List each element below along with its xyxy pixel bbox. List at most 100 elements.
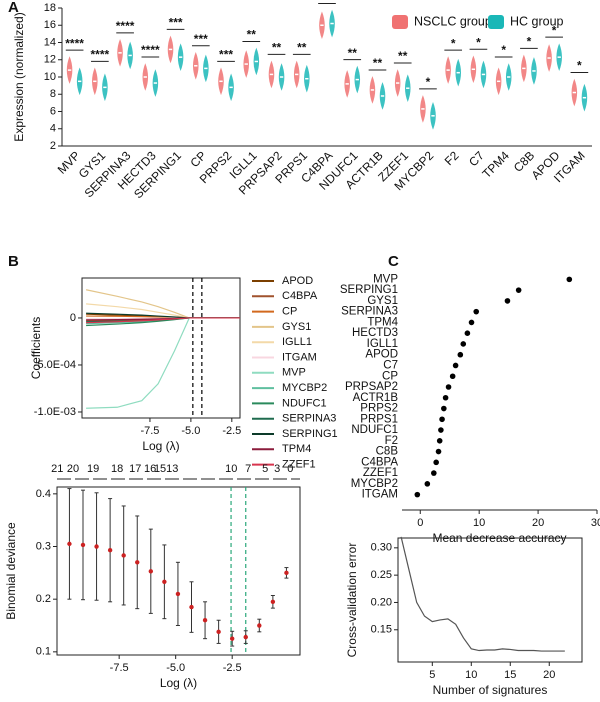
point [515,287,522,293]
significance-label: * [577,59,582,73]
y-tick-label: F2 [385,435,398,447]
plot-frame [397,537,583,663]
top-axis-label: 17 [129,463,141,475]
y-tick-label: 0.25 [371,569,392,581]
point [431,470,437,476]
y-axis-title: Binomial deviance [4,522,18,620]
y-tick-label: CP [382,370,398,382]
point [257,623,262,628]
significance-label: *** [219,47,233,61]
plot-frame [56,486,301,656]
series-line [86,317,240,409]
y-tick-label: MYCBP2 [351,478,398,490]
legend-label: NDUFC1 [282,397,327,409]
x-tick-label: -2.5 [223,662,242,674]
legend-label: ZZEF1 [282,459,316,471]
top-axis-label: 16 [144,463,156,475]
y-tick-label: PRPSAP2 [345,381,398,393]
point [80,542,86,548]
legend-label: NSCLC group [414,14,492,28]
significance-label: ** [348,46,358,60]
x-tick-label: F2 [442,148,462,168]
y-tick-label: -5.0E-04 [34,359,76,371]
point [121,553,126,558]
y-tick-label: 0.15 [371,624,392,636]
significance-label: * [552,23,557,37]
point [468,319,475,326]
x-tick-label: 5 [429,669,435,681]
y-tick-label: 16 [44,19,56,31]
y-tick-label: C8B [376,446,399,458]
x-tick-label: -7.5 [140,425,159,437]
point [148,569,154,574]
top-axis-label: 7 [245,463,251,475]
panel-label: A [8,0,19,16]
legend-label: MVP [282,367,306,379]
significance-label: * [501,43,506,57]
series-line [86,317,240,324]
y-tick-label: GYS1 [367,295,398,307]
point [270,599,276,605]
top-axis-label: 20 [67,463,79,475]
top-axis-label: 5 [262,463,268,475]
y-tick-label: NDUFC1 [351,424,398,436]
legend-label: ITGAM [282,351,317,363]
point [135,560,140,565]
point [457,351,464,358]
top-axis-label: 0 [287,463,293,475]
y-tick-label: 2 [50,140,56,152]
y-tick-label: 0 [70,312,76,324]
point [439,416,445,423]
y-tick-label: IGLL1 [367,338,398,350]
y-tick-label: 14 [44,36,56,48]
x-axis-title: Log (λ) [160,676,197,690]
y-tick-label: ACTR1B [353,392,399,404]
y-tick-label: ITGAM [362,489,398,501]
x-tick-label: -2.5 [222,425,241,437]
significance-label: **** [91,47,110,61]
point [473,308,480,315]
y-tick-label: 0.4 [36,488,51,500]
point [442,394,449,401]
point [243,634,248,640]
y-tick-label: 0.1 [36,646,51,658]
significance-label: **** [65,36,84,50]
plot-frame [81,277,241,419]
y-tick-label: 18 [44,2,56,14]
point [284,570,289,576]
y-tick-label: ZZEF1 [363,467,398,479]
x-tick-label: 20 [532,517,544,529]
significance-label: ** [247,28,257,42]
point [445,384,452,390]
legend-label: CP [282,306,297,318]
legend-label: SERPING1 [282,428,338,440]
point [216,629,221,635]
x-axis-title: Log (λ) [142,439,179,453]
legend-label: GYS1 [282,321,311,333]
legend-label: C4BPA [282,290,318,302]
y-tick-label: 6 [50,105,56,117]
y-tick-label: 10 [44,71,56,83]
x-tick-label: 10 [465,669,477,681]
legend-label: APOD [282,275,313,287]
legend-label: SERPINA3 [282,413,336,425]
legend-label: TPM4 [282,443,311,455]
x-tick-label: -5.0 [181,425,200,437]
x-tick-label: 0 [417,517,423,529]
y-axis-title: Coefficients [29,317,43,379]
y-tick-label: C7 [383,360,398,372]
legend-swatch [488,15,504,29]
y-tick-label: 8 [50,88,56,100]
panel-label: C [388,253,399,270]
top-axis-label: 15 [154,463,166,475]
point [438,427,444,433]
point [436,438,443,444]
point [449,373,456,380]
panel-label: B [8,253,19,270]
y-tick-label: SERPINA3 [341,306,398,318]
point [229,636,235,641]
significance-label: *** [194,32,208,46]
point [435,448,442,455]
significance-label: ** [322,0,332,4]
y-tick-label: HECTD3 [352,327,398,339]
